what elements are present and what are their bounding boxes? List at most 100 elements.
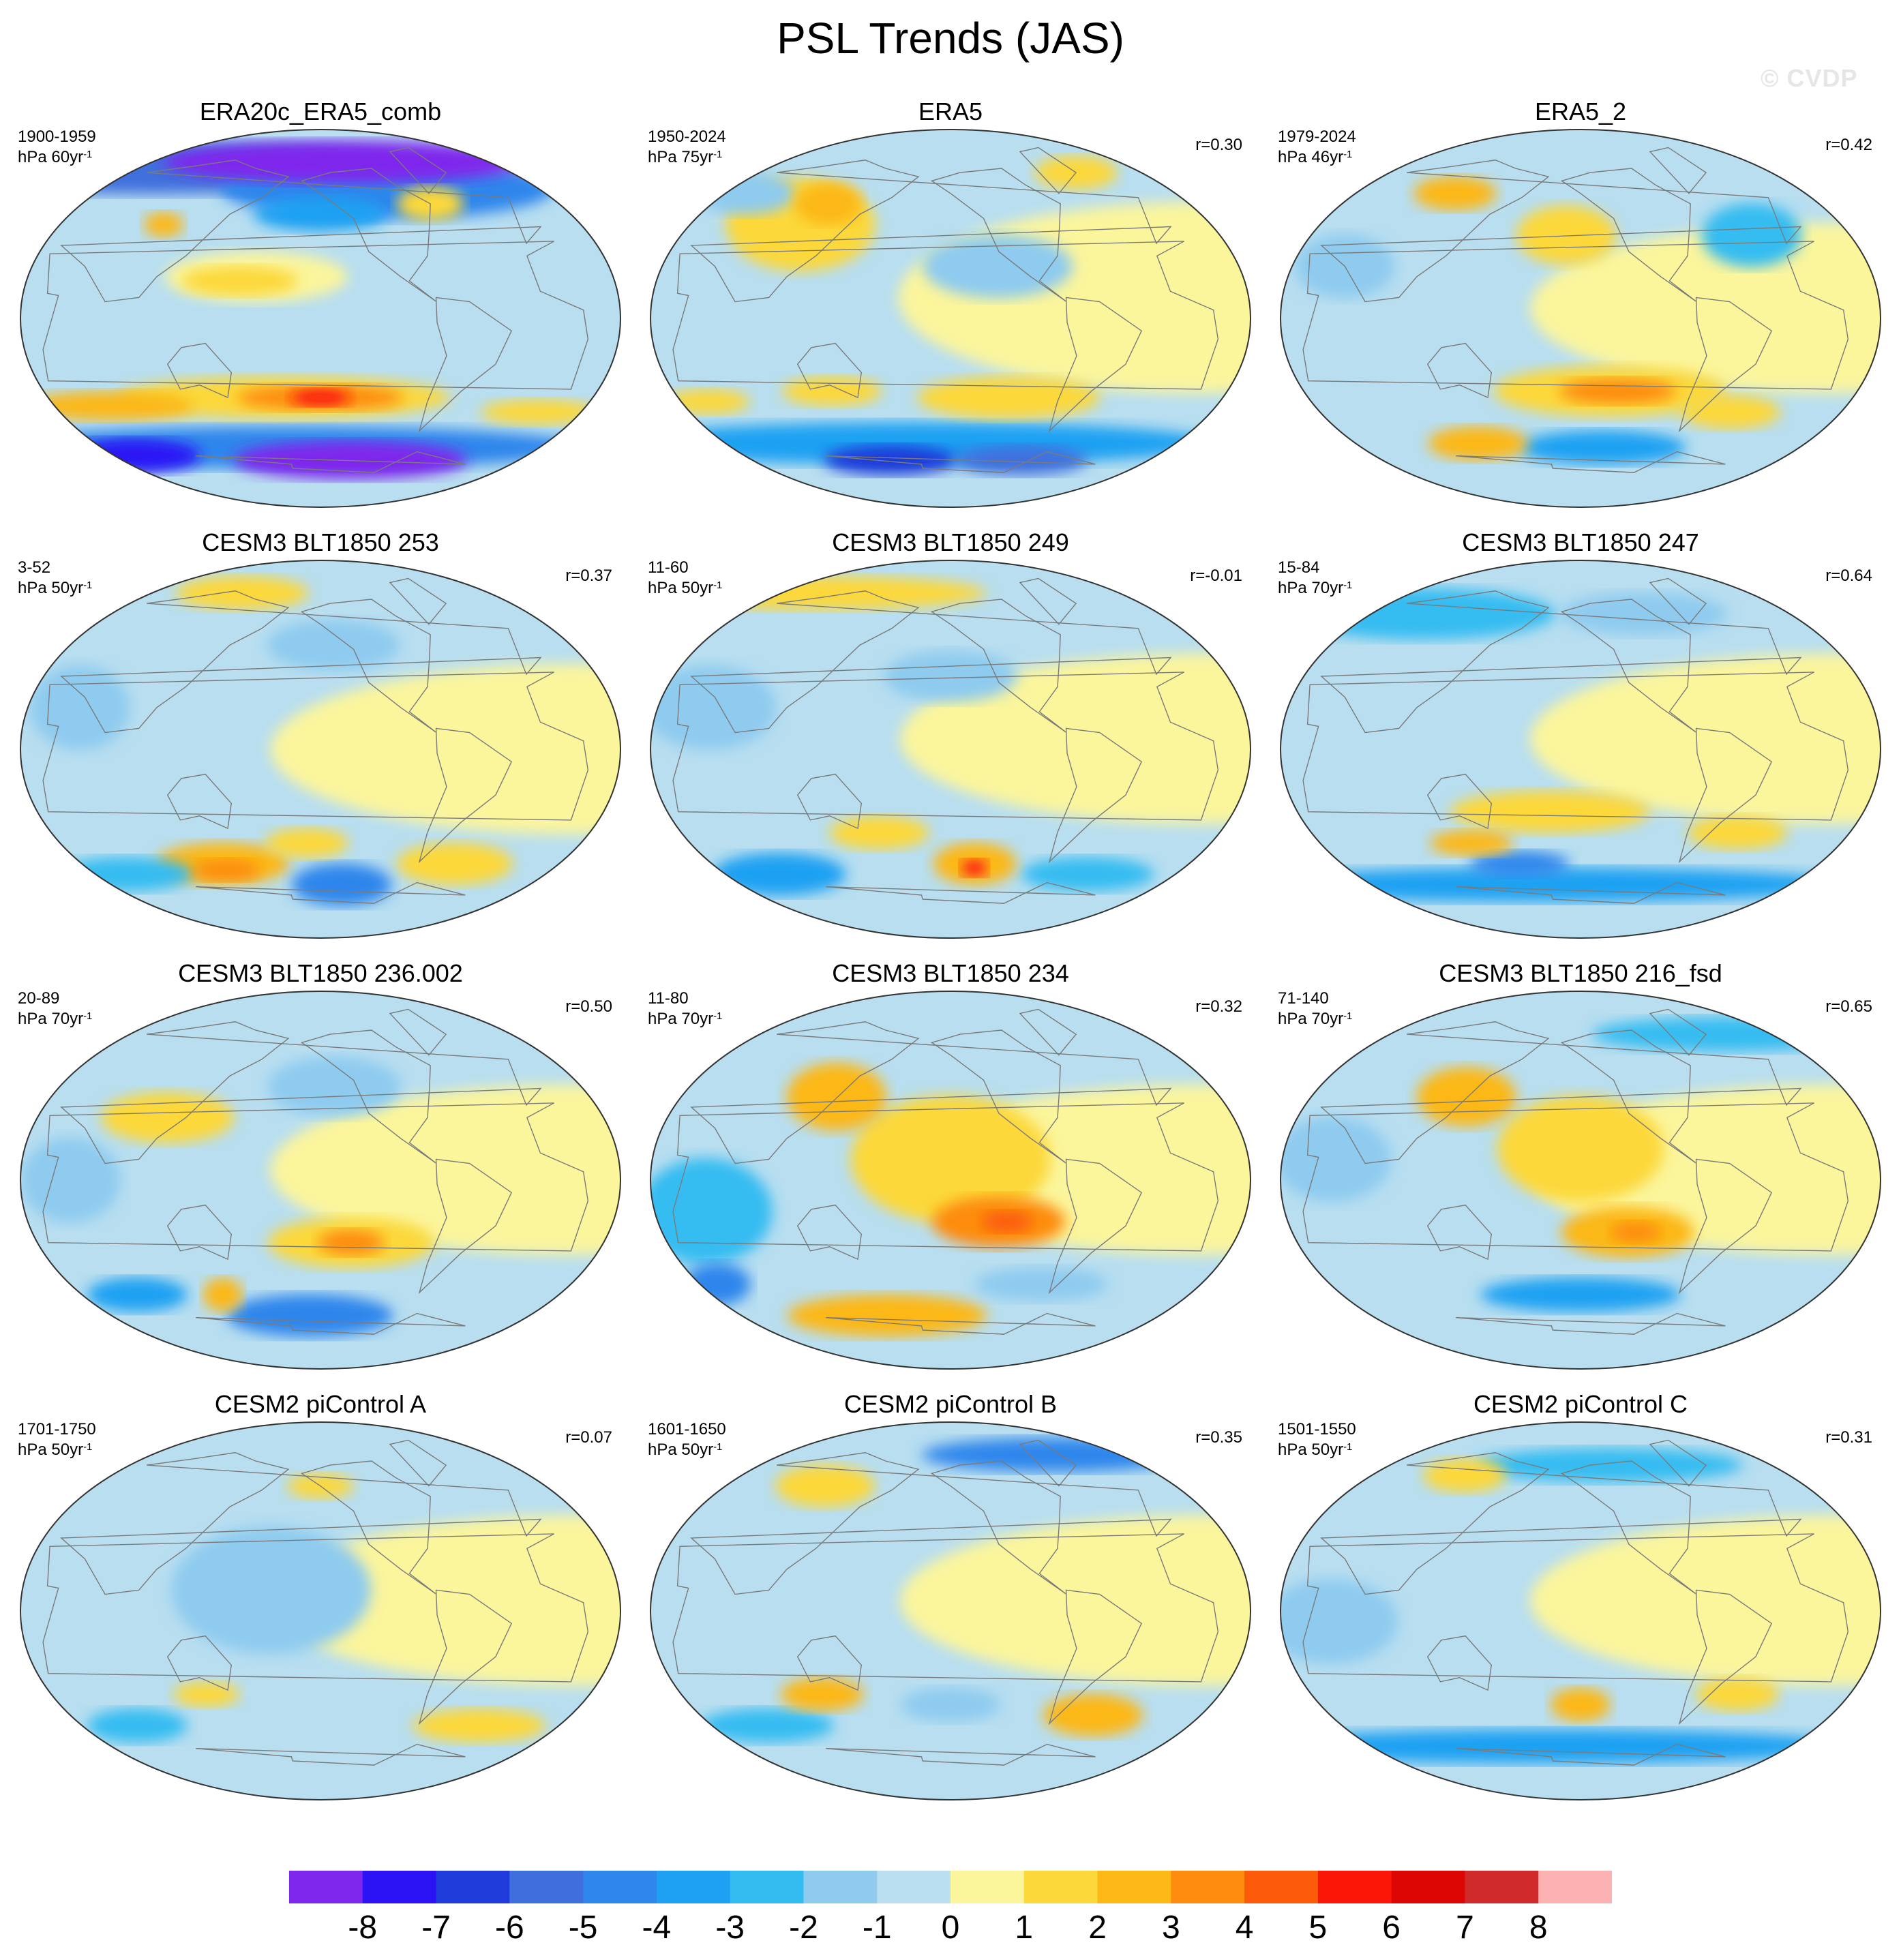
anomaly-contour: [270, 664, 620, 834]
map-panel: CESM3 BLT1850 234 11-80 hPa 70yr-1 r=0.32: [635, 959, 1266, 1389]
panel-years: 11-60: [648, 558, 689, 577]
continent-outline: [166, 342, 233, 399]
panel-correlation: r=0.65: [1825, 997, 1872, 1016]
psl-trend-map: [1280, 560, 1881, 939]
colorbar-swatch: [509, 1871, 584, 1903]
anomaly-contour: [170, 1526, 372, 1655]
psl-trend-map: [20, 129, 621, 508]
panel-years: 3-52: [18, 558, 51, 577]
anomaly-contour: [786, 1062, 887, 1131]
anomaly-contour: [175, 575, 309, 610]
continent-outline: [1649, 1439, 1707, 1487]
anomaly-contour: [413, 1708, 546, 1743]
map-panel: CESM2 piControl A 1701-1750 hPa 50yr-1 r=0.…: [5, 1389, 635, 1820]
continent-outline: [389, 1008, 447, 1056]
map-border: [20, 1421, 621, 1800]
anomaly-contour: [1281, 1117, 1392, 1202]
psl-trend-map: [20, 1421, 621, 1800]
colorbar-swatch: [1097, 1871, 1171, 1903]
continent-outline: [690, 1452, 1172, 1595]
anomaly-contour: [1480, 1278, 1681, 1312]
anomaly-contour: [1497, 1096, 1664, 1203]
anomaly-contour: [974, 1267, 1108, 1301]
colorbar-swatch: [289, 1871, 363, 1903]
anomaly-contour: [1281, 1578, 1398, 1664]
continent-outline: [418, 1589, 513, 1725]
continent-outline: [1560, 168, 1697, 303]
continent-outline: [1426, 342, 1493, 399]
psl-trend-map: [1280, 991, 1881, 1370]
continent-outline: [826, 881, 1096, 904]
anomaly-contour: [899, 653, 1251, 824]
panel-years: 1950-2024: [648, 127, 726, 146]
continent-outline: [1302, 1533, 1849, 1683]
anomaly-contour: [981, 1211, 1032, 1233]
panel-years: 15-84: [1278, 558, 1320, 577]
colorbar-swatch: [1317, 1871, 1392, 1903]
continent-outline: [166, 1635, 233, 1691]
anomaly-contour: [954, 444, 1088, 475]
continent-outline: [1019, 1008, 1077, 1056]
psl-trend-map: [20, 560, 621, 939]
anomaly-contour: [1560, 592, 1728, 635]
panel-correlation: r=0.31: [1825, 1428, 1872, 1447]
panel-title: CESM3 BLT1850 253: [202, 528, 439, 556]
anomaly-contour: [781, 376, 882, 406]
panel-units: hPa 70yr-1: [648, 1010, 723, 1028]
continent-outline: [1019, 1439, 1077, 1487]
map-panel: CESM2 piControl C 1501-1550 hPa 50yr-1 r=0.…: [1266, 1389, 1896, 1820]
colorbar-swatch: [436, 1871, 510, 1903]
continent-outline: [1048, 1589, 1143, 1725]
anomaly-contour: [1701, 202, 1802, 267]
panel-correlation: r=0.64: [1825, 567, 1872, 585]
anomaly-contour: [921, 1437, 1188, 1472]
anomaly-contour: [1021, 857, 1154, 892]
anomaly-contour: [1429, 830, 1514, 856]
continent-outline: [672, 241, 1219, 390]
panel-units: hPa 46yr-1: [1278, 148, 1353, 166]
anomaly-contour: [173, 1681, 240, 1707]
colorbar-swatch: [1538, 1871, 1612, 1903]
map-border: [20, 560, 621, 939]
panel-units: hPa 70yr-1: [1278, 1010, 1353, 1028]
map-panel: CESM3 BLT1850 236.002 20-89 hPa 70yr-1 r=0.…: [5, 959, 635, 1389]
map-border: [650, 1421, 1251, 1800]
continent-outline: [1302, 1102, 1849, 1252]
psl-trend-map: [20, 991, 621, 1370]
anomaly-contour: [1428, 426, 1528, 461]
map-panel: CESM3 BLT1850 247 15-84 hPa 70yr-1 r=0.64: [1266, 528, 1896, 959]
continent-outline: [826, 1312, 1096, 1335]
panel-years: 1701-1750: [18, 1420, 96, 1438]
panel-title: CESM3 BLT1850 247: [1462, 528, 1699, 556]
anomaly-contour: [290, 389, 350, 406]
colorbar-swatch: [1465, 1871, 1539, 1903]
map-panel: CESM3 BLT1850 249 11-60 hPa 50yr-1 r=-0.01: [635, 528, 1266, 959]
continent-outline: [300, 599, 437, 734]
continent-outline: [690, 590, 1172, 734]
anomaly-contour: [923, 234, 1073, 299]
psl-trend-map: [650, 1421, 1251, 1800]
colorbar-tick-label: 4: [1235, 1910, 1254, 1946]
continent-outline: [930, 1460, 1067, 1595]
anomaly-contour: [780, 1677, 864, 1712]
colorbar-tick-label: -3: [715, 1910, 745, 1946]
continent-outline: [42, 241, 589, 390]
continent-outline: [300, 1460, 437, 1595]
anomaly-contour: [1450, 790, 1650, 833]
anomaly-contour: [1687, 815, 1788, 850]
continent-outline: [1678, 297, 1773, 433]
colorbar-swatch: [803, 1871, 878, 1903]
map-border: [1280, 560, 1881, 939]
anomaly-contour: [650, 1158, 773, 1265]
continent-outline: [42, 1102, 589, 1252]
panel-correlation: r=0.37: [565, 567, 612, 585]
continent-outline: [1456, 1312, 1726, 1335]
continent-outline: [1320, 160, 1802, 303]
psl-trend-map: [650, 560, 1251, 939]
map-panel: CESM3 BLT1850 216_fsd 71-140 hPa 70yr-1 r=0…: [1266, 959, 1896, 1389]
panel-units: hPa 70yr-1: [1278, 579, 1353, 597]
continent-outline: [1456, 1743, 1726, 1766]
anomaly-contour: [269, 1515, 620, 1686]
anomaly-contour: [1413, 176, 1497, 211]
continent-outline: [196, 881, 466, 904]
